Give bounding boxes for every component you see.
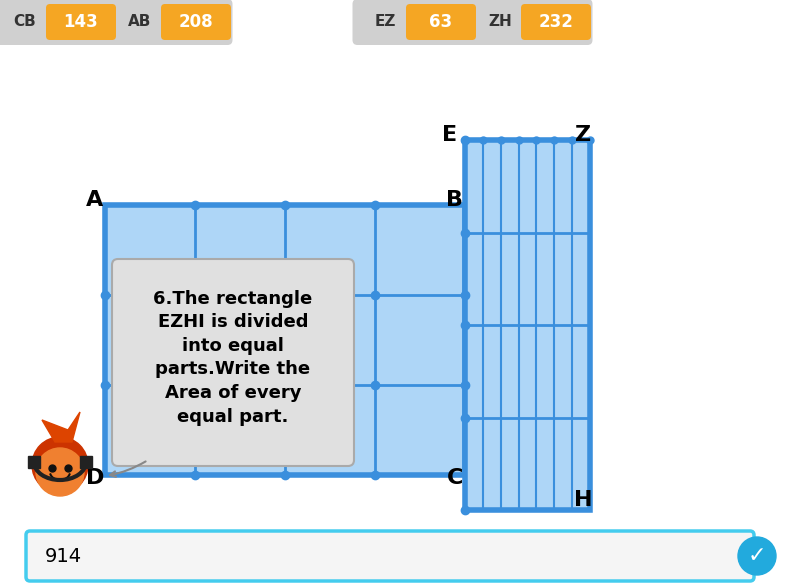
Circle shape	[32, 437, 88, 493]
Polygon shape	[42, 412, 80, 442]
Text: B: B	[447, 190, 463, 210]
Circle shape	[36, 448, 84, 496]
Text: ✓: ✓	[748, 546, 766, 566]
Text: AB: AB	[129, 15, 151, 29]
Text: ZH: ZH	[488, 15, 512, 29]
Text: E: E	[443, 125, 458, 145]
Text: CB: CB	[13, 15, 36, 29]
Circle shape	[738, 537, 776, 575]
Text: A: A	[86, 190, 103, 210]
Text: 63: 63	[429, 13, 453, 31]
Text: 143: 143	[64, 13, 99, 31]
FancyBboxPatch shape	[468, 0, 593, 45]
Text: 914: 914	[45, 546, 82, 566]
Text: 208: 208	[178, 13, 213, 31]
Text: H: H	[574, 490, 593, 510]
Text: D: D	[86, 468, 104, 488]
FancyBboxPatch shape	[26, 531, 754, 581]
FancyBboxPatch shape	[406, 4, 476, 40]
Text: Z: Z	[575, 125, 591, 145]
FancyBboxPatch shape	[353, 0, 477, 45]
FancyBboxPatch shape	[521, 4, 591, 40]
FancyBboxPatch shape	[0, 0, 118, 45]
FancyBboxPatch shape	[107, 0, 233, 45]
FancyBboxPatch shape	[161, 4, 231, 40]
Bar	[105, 205, 465, 475]
Text: 6.The rectangle
EZHI is divided
into equal
parts.Write the
Area of every
equal p: 6.The rectangle EZHI is divided into equ…	[153, 290, 312, 425]
Text: EZ: EZ	[374, 15, 396, 29]
Text: C: C	[447, 468, 463, 488]
Bar	[465, 140, 590, 510]
FancyBboxPatch shape	[112, 259, 354, 466]
Text: 232: 232	[539, 13, 574, 31]
FancyBboxPatch shape	[46, 4, 116, 40]
